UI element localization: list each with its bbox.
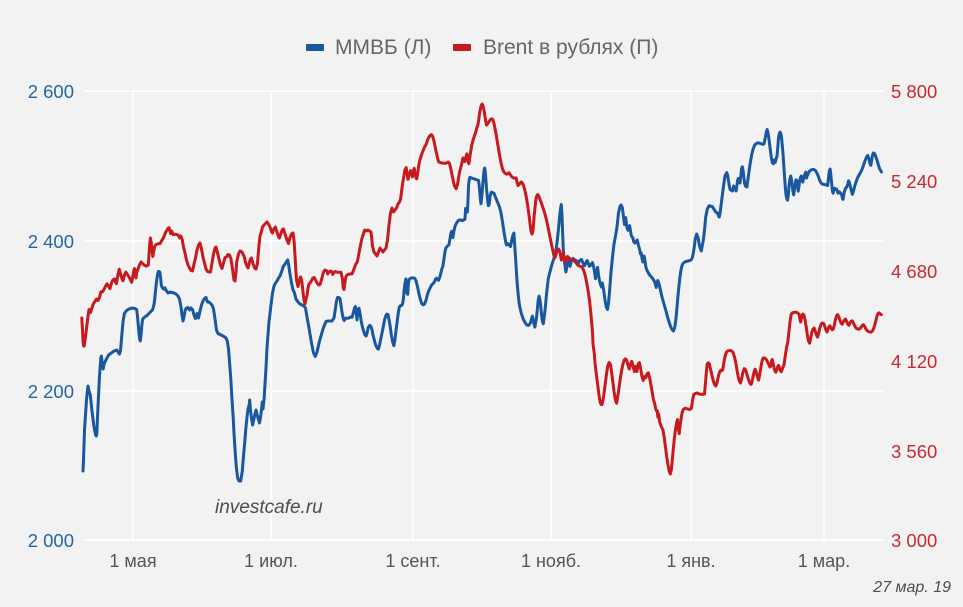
svg-text:1 июл.: 1 июл. [244, 551, 298, 571]
svg-text:Brent в рублях (П): Brent в рублях (П) [483, 36, 658, 59]
svg-text:2 600: 2 600 [28, 81, 74, 102]
svg-text:1 мая: 1 мая [109, 551, 156, 571]
svg-text:3 000: 3 000 [891, 530, 937, 551]
svg-text:5 240: 5 240 [891, 171, 937, 192]
svg-text:2 400: 2 400 [28, 231, 74, 252]
svg-text:1 сент.: 1 сент. [385, 551, 440, 571]
svg-text:investcafe.ru: investcafe.ru [215, 497, 323, 518]
svg-text:1 мар.: 1 мар. [798, 551, 850, 571]
svg-text:1 янв.: 1 янв. [666, 551, 715, 571]
svg-text:1 нояб.: 1 нояб. [521, 551, 581, 571]
svg-text:4 120: 4 120 [891, 351, 937, 372]
svg-text:2 200: 2 200 [28, 381, 74, 402]
svg-text:5 800: 5 800 [891, 81, 937, 102]
svg-text:4 680: 4 680 [891, 261, 937, 282]
svg-text:ММВБ (Л): ММВБ (Л) [335, 36, 431, 59]
svg-text:2 000: 2 000 [28, 530, 74, 551]
svg-text:3 560: 3 560 [891, 441, 937, 462]
svg-text:27 мар. 19: 27 мар. 19 [872, 579, 951, 596]
